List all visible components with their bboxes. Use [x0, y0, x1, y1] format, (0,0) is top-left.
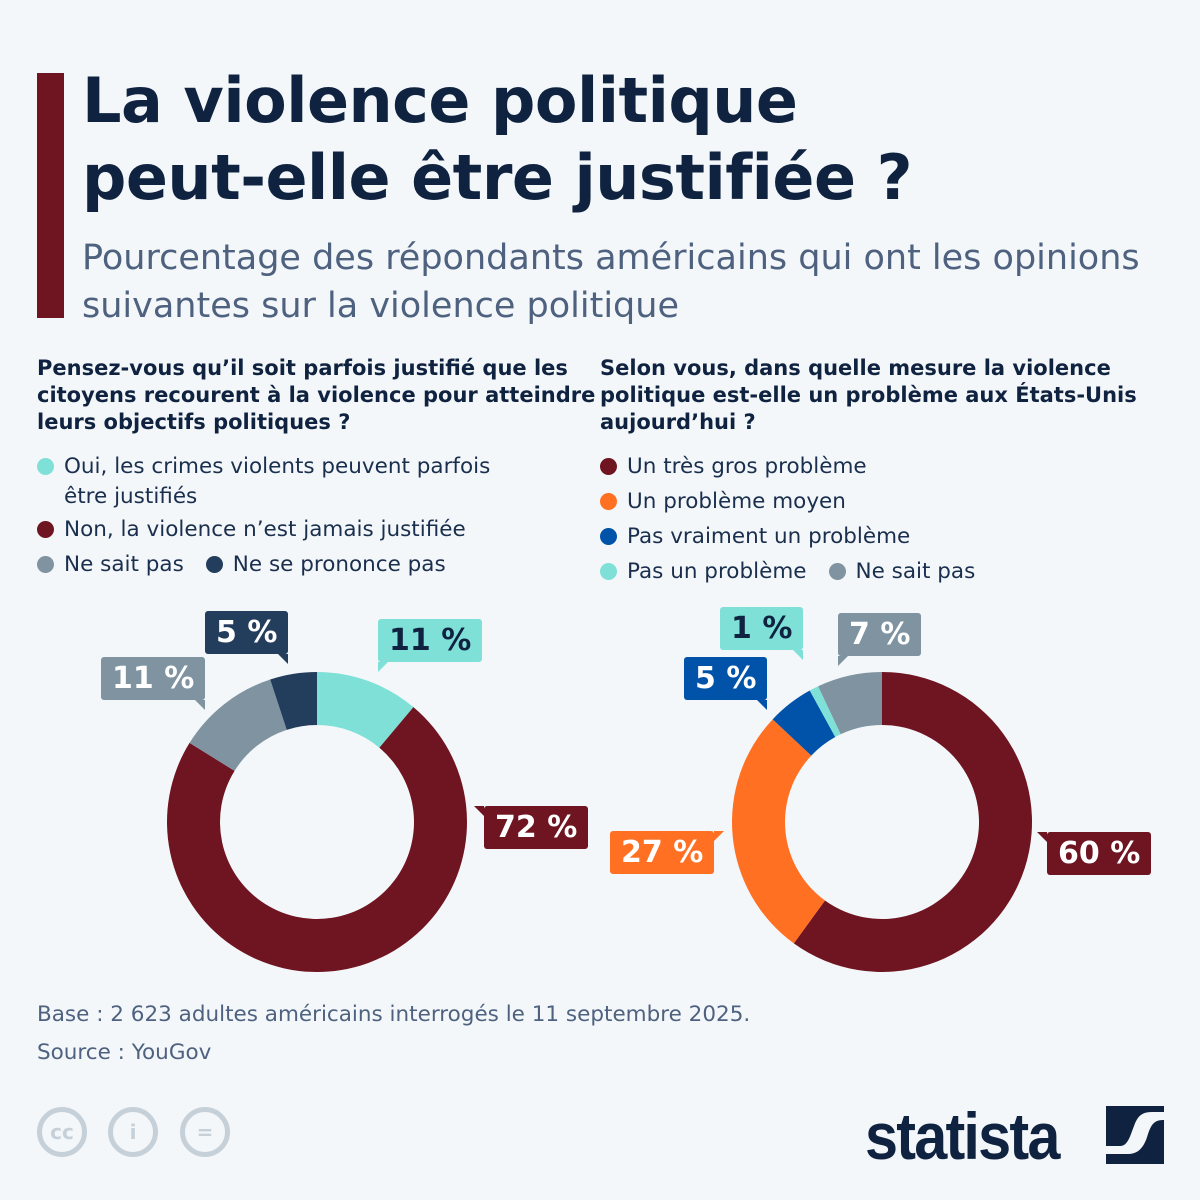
legend-label: Ne sait pas: [64, 552, 184, 577]
legend-right: Un très gros problème Un problème moyen Pa…: [600, 450, 1160, 590]
legend-dot-icon: [37, 458, 54, 475]
data-label-text: 5 %: [695, 661, 757, 696]
data-label: 5 %: [205, 611, 289, 664]
donut-slice: [317, 672, 414, 748]
page-title: La violence politique peut-elle être jus…: [82, 62, 913, 216]
data-label: 11 %: [101, 657, 206, 710]
question-left: Pensez-vous qu’il soit parfois justifié …: [37, 356, 596, 434]
donut-slice: [809, 686, 841, 737]
donut-slice: [793, 672, 1032, 972]
title-line-1: La violence politique: [82, 64, 798, 137]
label-pointer: [793, 650, 804, 660]
statista-logo[interactable]: statista: [865, 1099, 1060, 1173]
donut-slice: [167, 707, 468, 973]
data-label: 60 %: [1037, 832, 1152, 875]
legend-label: Ne se prononce pas: [232, 552, 446, 577]
title-line-2: peut-elle être justifiée ?: [82, 141, 913, 214]
label-pointer: [474, 806, 484, 816]
legend-item: Ne sait pas: [828, 555, 976, 588]
legend-item: Pas un problème: [600, 555, 807, 588]
data-label-text: 1 %: [731, 611, 793, 646]
legend-dot-icon: [828, 563, 846, 580]
question-right: Selon vous, dans quelle mesure la violen…: [600, 356, 1137, 434]
attribution-icon[interactable]: i: [108, 1107, 158, 1157]
data-label-text: 11 %: [112, 661, 195, 696]
accent-bar: [37, 73, 64, 318]
legend-item: Pas vraiment un problème: [600, 520, 910, 553]
label-pointer: [278, 654, 289, 664]
data-label: 5 %: [684, 657, 768, 710]
label-pointer: [195, 700, 206, 710]
subtitle: Pourcentage des répondants américains qu…: [82, 238, 1140, 326]
data-label: 72 %: [474, 806, 589, 849]
legend-item: Oui, les crimes violents peuvent parfois…: [37, 450, 575, 513]
donut-slice: [270, 672, 317, 730]
donut-slice: [772, 690, 836, 756]
legend-label: Non, la violence n’est jamais justifiée: [64, 517, 466, 542]
footer-source[interactable]: Source : YouGov: [37, 1040, 212, 1065]
legend-label: Un très gros problème: [627, 454, 867, 479]
legend-dot-icon: [600, 528, 617, 545]
data-label: 27 %: [610, 831, 725, 874]
legend-dot-icon: [37, 556, 54, 573]
legend-item: Un très gros problème: [600, 450, 867, 483]
legend-item: Un problème moyen: [600, 485, 846, 518]
legend-item: Ne se prononce pas: [205, 548, 446, 581]
data-label: 11 %: [378, 619, 483, 672]
no-derivatives-icon[interactable]: =: [180, 1107, 230, 1157]
legend-item: Non, la violence n’est jamais justifiée: [37, 513, 466, 546]
data-label-text: 7 %: [849, 617, 911, 652]
data-label-text: 60 %: [1058, 836, 1141, 871]
label-pointer: [838, 656, 848, 666]
label-pointer: [378, 662, 388, 672]
label-pointer: [714, 831, 725, 841]
legend-label: Pas vraiment un problème: [627, 524, 911, 549]
data-label: 1 %: [720, 607, 804, 660]
legend-label: Un problème moyen: [627, 489, 846, 514]
statista-logo-mark-icon: [1106, 1106, 1164, 1164]
legend-dot-icon: [600, 493, 617, 510]
legend-label: Pas un problème: [627, 559, 807, 584]
cc-icon[interactable]: cc: [37, 1107, 87, 1157]
data-label-text: 27 %: [621, 835, 704, 870]
data-label-text: 72 %: [495, 810, 578, 845]
legend-left: Oui, les crimes violents peuvent parfois…: [37, 450, 597, 583]
label-pointer: [757, 700, 768, 710]
label-pointer: [1037, 832, 1047, 842]
footer-base: Base : 2 623 adultes américains interrog…: [37, 1002, 751, 1027]
donut-slice: [189, 679, 287, 771]
donut-slice: [818, 672, 882, 735]
legend-label: Ne sait pas: [855, 559, 976, 584]
data-label-text: 5 %: [216, 615, 278, 650]
legend-dot-icon: [37, 521, 54, 538]
donut-slice: [732, 719, 825, 944]
legend-label: Oui, les crimes violents peuvent parfois…: [64, 454, 491, 509]
legend-dot-icon: [600, 458, 617, 475]
legend-item: Ne sait pas: [37, 548, 184, 581]
legend-dot-icon: [205, 556, 223, 573]
legend-dot-icon: [600, 563, 617, 580]
data-label-text: 11 %: [389, 623, 472, 658]
data-label: 7 %: [838, 613, 922, 666]
